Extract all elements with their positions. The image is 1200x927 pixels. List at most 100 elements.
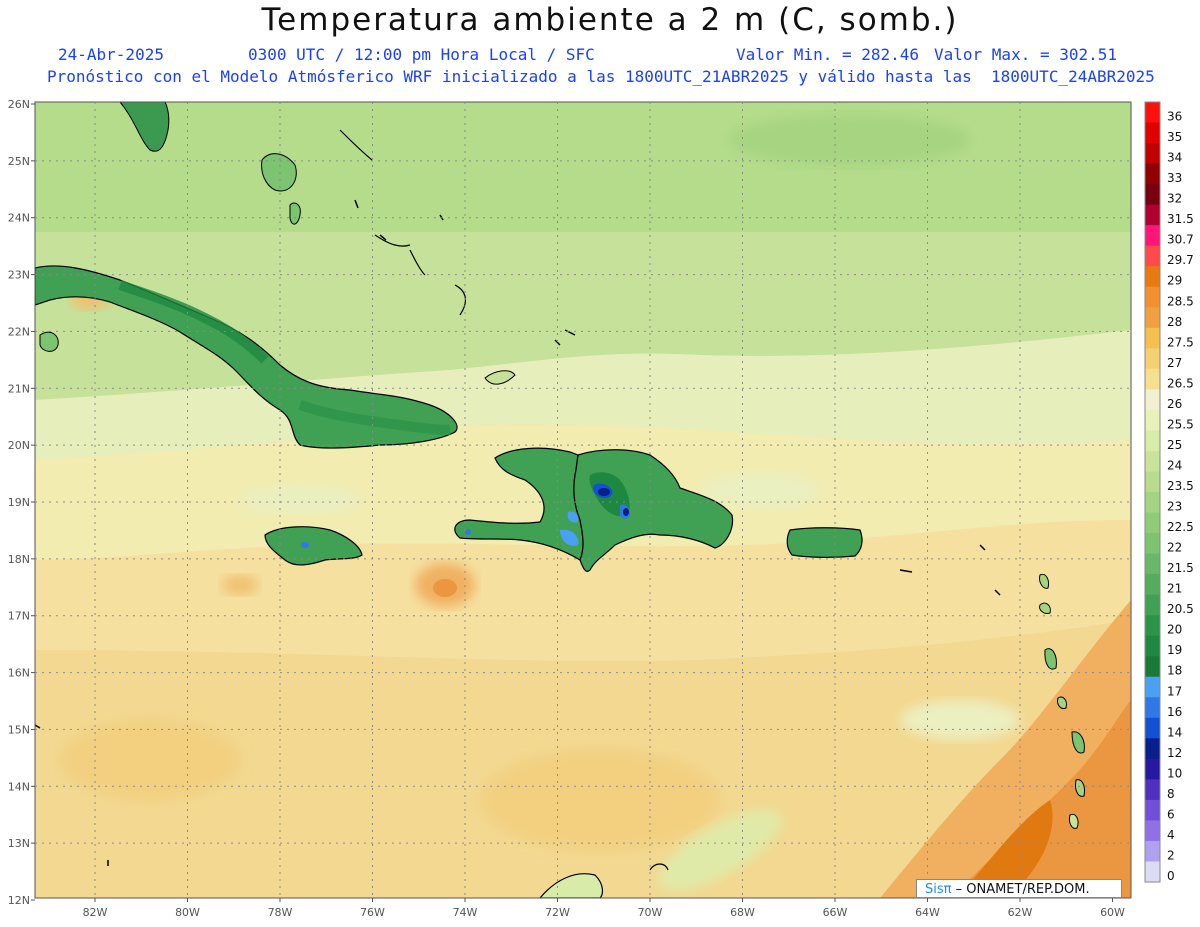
colorbar-swatch <box>1145 163 1160 185</box>
map-frame <box>34 101 1132 899</box>
colorbar-swatch <box>1145 286 1160 308</box>
lat-label: 18N <box>8 553 30 566</box>
colorbar-swatch <box>1145 553 1160 575</box>
colorbar-swatch <box>1145 348 1160 370</box>
colorbar-swatch <box>1145 615 1160 637</box>
colorbar-label: 27 <box>1167 356 1182 370</box>
map-title: Temperatura ambiente a 2 m (C, somb.) <box>261 2 959 38</box>
colorbar-label: 19 <box>1167 643 1182 657</box>
lat-label: 16N <box>8 667 30 680</box>
colorbar-swatch <box>1145 799 1160 821</box>
colorbar-label: 18 <box>1167 664 1182 678</box>
latitude-labels: 26N 25N 24N 23N 22N 21N 20N 19N 18N 17N 16N 15N 14N 1… <box>8 98 35 907</box>
colorbar-swatch <box>1145 738 1160 760</box>
colorbar-label: 12 <box>1167 746 1182 760</box>
colorbar-label: 35 <box>1167 130 1182 144</box>
lat-label: 19N <box>8 496 30 509</box>
colorbar-label: 4 <box>1167 828 1175 842</box>
lat-label: 22N <box>8 325 30 338</box>
colorbar-swatch <box>1145 635 1160 657</box>
lon-label: 80W <box>175 906 200 919</box>
valid-date: 24-Abr-2025 <box>58 45 164 64</box>
lat-label: 24N <box>8 212 30 225</box>
colorbar-frame <box>1144 101 1161 883</box>
lat-label: 23N <box>8 269 30 282</box>
colorbar-swatch <box>1145 574 1160 596</box>
lon-label: 60W <box>1100 906 1125 919</box>
colorbar-swatch <box>1145 697 1160 719</box>
colorbar-label: 17 <box>1167 684 1182 698</box>
colorbar-swatch <box>1145 450 1160 472</box>
lon-label: 82W <box>83 906 108 919</box>
colorbar-swatch <box>1145 779 1160 801</box>
colorbar-label: 8 <box>1167 787 1175 801</box>
colorbar-label: 21.5 <box>1167 561 1194 575</box>
colorbar-label: 34 <box>1167 151 1182 165</box>
colorbar-label: 22 <box>1167 541 1182 555</box>
colorbar-label: 28 <box>1167 315 1182 329</box>
lat-label: 14N <box>8 780 30 793</box>
credit-box: Sisπ – ONAMET/REP.DOM. <box>916 879 1122 898</box>
colorbar-swatch <box>1145 492 1160 514</box>
colorbar-swatch <box>1145 327 1160 349</box>
colorbar-swatch <box>1145 717 1160 739</box>
colorbar-swatch <box>1145 143 1160 165</box>
colorbar-swatch <box>1145 861 1160 883</box>
colorbar-swatch <box>1145 204 1160 226</box>
colorbar-swatch <box>1145 409 1160 431</box>
org-label: – ONAMET/REP.DOM. <box>951 882 1090 897</box>
colorbar-label: 23.5 <box>1167 479 1194 493</box>
lon-label: 68W <box>730 906 755 919</box>
lat-label: 26N <box>8 98 30 111</box>
colorbar-swatch <box>1145 266 1160 288</box>
colorbar-label: 33 <box>1167 171 1182 185</box>
lat-label: 15N <box>8 723 30 736</box>
colorbar-swatch <box>1145 758 1160 780</box>
temperature-field <box>35 102 1131 898</box>
colorbar-label: 26.5 <box>1167 376 1194 390</box>
colorbar-swatch <box>1145 245 1160 267</box>
max-value: Valor Max. = 302.51 <box>934 45 1118 64</box>
colorbar-label: 20 <box>1167 623 1182 637</box>
colorbar-label: 22.5 <box>1167 520 1194 534</box>
lon-label: 72W <box>545 906 570 919</box>
colorbar-label: 0 <box>1167 869 1175 883</box>
lon-label: 76W <box>360 906 385 919</box>
colorbar-label: 36 <box>1167 110 1182 124</box>
lon-label: 78W <box>268 906 293 919</box>
lat-label: 20N <box>8 439 30 452</box>
forecast-info: Pronóstico con el Modelo Atmósferico WRF… <box>47 67 1155 86</box>
brand-label: Sisπ <box>925 882 952 897</box>
colorbar-label: 26 <box>1167 397 1182 411</box>
longitude-labels: 82W 80W 78W 76W 74W 72W 70W 68W 66W 64W 62W 60W <box>83 898 1125 919</box>
min-value: Valor Min. = 282.46 <box>736 45 920 64</box>
colorbar-swatch <box>1145 122 1160 144</box>
colorbar-label: 32 <box>1167 192 1182 206</box>
colorbar-label: 2 <box>1167 848 1175 862</box>
colorbar-label: 28.5 <box>1167 294 1194 308</box>
colorbar-swatch <box>1145 307 1160 329</box>
colorbar-label: 20.5 <box>1167 602 1194 616</box>
colorbar-swatch <box>1145 656 1160 678</box>
colorbar-label: 16 <box>1167 705 1182 719</box>
lat-lon-grid <box>35 102 1131 898</box>
colorbar-swatch <box>1145 820 1160 842</box>
lat-label: 13N <box>8 837 30 850</box>
colorbar-label: 14 <box>1167 725 1182 739</box>
colorbar-swatch <box>1145 676 1160 698</box>
colorbar-swatch <box>1145 225 1160 247</box>
lon-label: 74W <box>453 906 478 919</box>
colorbar-swatch <box>1145 471 1160 493</box>
lat-label: 12N <box>8 894 30 907</box>
temperature-map: 26N 25N 24N 23N 22N 21N 20N 19N 18N 17N 16N 15N 14N 1… <box>8 98 1194 919</box>
colorbar-label: 25 <box>1167 438 1182 452</box>
lon-label: 66W <box>823 906 848 919</box>
colorbar-swatch <box>1145 430 1160 452</box>
lon-label: 62W <box>1008 906 1033 919</box>
lon-label: 70W <box>638 906 663 919</box>
colorbar-label: 6 <box>1167 807 1175 821</box>
lat-label: 25N <box>8 155 30 168</box>
temperature-colorbar: 363534333231.530.729.72928.52827.52726.5… <box>1144 101 1194 883</box>
colorbar-label: 21 <box>1167 582 1182 596</box>
lat-label: 21N <box>8 382 30 395</box>
